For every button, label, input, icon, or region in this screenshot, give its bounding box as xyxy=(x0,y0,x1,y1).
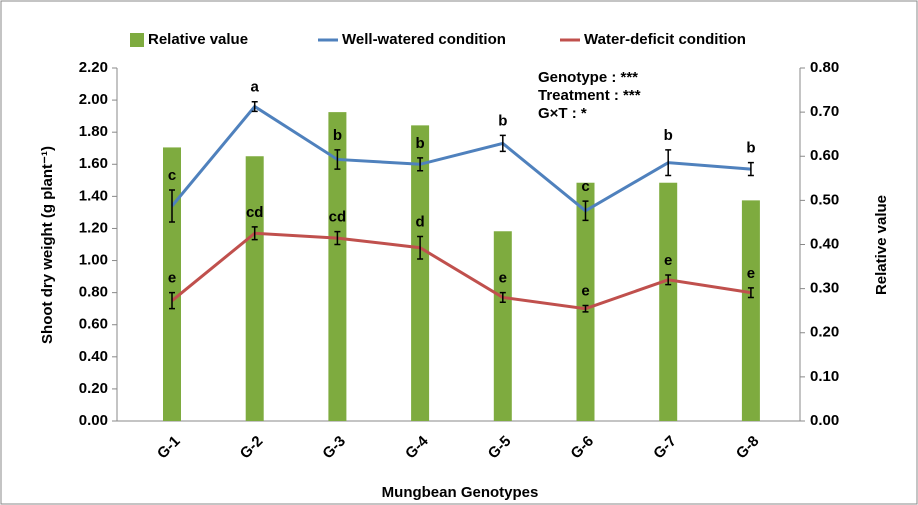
legend-label: Well-watered condition xyxy=(342,31,506,48)
y2-tick-label: 0.20 xyxy=(810,324,839,341)
y-tick-label: 1.40 xyxy=(79,187,108,204)
error-bar xyxy=(747,161,754,177)
y2-axis-label: Relative value xyxy=(873,195,890,295)
significance-label: b xyxy=(416,135,425,152)
bar xyxy=(328,112,347,421)
line xyxy=(170,104,752,213)
y2-tick-label: 0.50 xyxy=(810,191,839,208)
y-tick-label: 2.00 xyxy=(79,91,108,108)
error-bar xyxy=(499,291,506,304)
error-bar xyxy=(582,200,589,222)
error-bar xyxy=(665,149,672,177)
y2-tick-label: 0.60 xyxy=(810,147,839,164)
significance-label: c xyxy=(168,167,176,184)
significance-label: e xyxy=(747,265,755,282)
y-tick-label: 2.20 xyxy=(79,59,108,76)
error-bar xyxy=(665,274,672,286)
error-bar xyxy=(417,235,424,260)
legend-label: Water-deficit condition xyxy=(584,31,746,48)
error-bar xyxy=(169,189,175,223)
y-axis-label: Shoot dry weight (g plant⁻¹) xyxy=(39,146,56,344)
significance-label: b xyxy=(333,127,342,144)
error-bar xyxy=(499,134,506,153)
significance-label: b xyxy=(498,112,507,129)
significance-label: e xyxy=(664,252,672,269)
error-bar xyxy=(747,287,754,299)
y-tick-label: 1.80 xyxy=(79,123,108,140)
significance-label: c xyxy=(581,178,589,195)
y2-tick-label: 0.30 xyxy=(810,280,839,297)
error-bar xyxy=(417,157,424,172)
y-tick-label: 0.60 xyxy=(79,316,108,333)
error-bar xyxy=(334,149,341,170)
bar xyxy=(493,231,512,421)
y-tick-label: 0.40 xyxy=(79,348,108,365)
bar xyxy=(741,200,760,421)
y-tick-label: 0.80 xyxy=(79,284,108,301)
bar xyxy=(411,125,430,422)
y2-tick-label: 0.80 xyxy=(810,59,839,76)
y-tick-label: 1.00 xyxy=(79,252,108,269)
error-bar xyxy=(582,304,589,313)
y-tick-label: 0.00 xyxy=(79,412,108,429)
significance-label: b xyxy=(664,127,673,144)
significance-label: e xyxy=(581,282,589,299)
significance-label: cd xyxy=(329,209,347,226)
annotation: Treatment : *** xyxy=(538,87,641,104)
x-axis-label: Mungbean Genotypes xyxy=(382,484,539,501)
significance-label: cd xyxy=(246,204,264,221)
line xyxy=(171,231,752,311)
significance-label: b xyxy=(746,140,755,157)
bar xyxy=(659,182,678,421)
legend-swatch xyxy=(130,33,144,47)
significance-label: e xyxy=(499,270,507,287)
annotation: Genotype : *** xyxy=(538,69,638,86)
significance-label: a xyxy=(251,79,260,96)
error-bar xyxy=(251,100,258,113)
y2-tick-label: 0.00 xyxy=(810,412,839,429)
y2-tick-label: 0.70 xyxy=(810,103,839,120)
significance-label: d xyxy=(416,213,425,230)
significance-label: e xyxy=(168,270,176,287)
bar xyxy=(245,156,264,421)
y-tick-label: 0.20 xyxy=(79,380,108,397)
bar xyxy=(576,182,595,421)
y-tick-label: 1.20 xyxy=(79,219,108,236)
annotation: G×T : * xyxy=(538,105,587,122)
error-bar xyxy=(169,291,175,310)
error-bar xyxy=(334,230,341,246)
bar xyxy=(163,147,181,422)
y2-tick-label: 0.10 xyxy=(810,368,839,385)
legend-label: Relative value xyxy=(148,31,248,48)
y2-tick-label: 0.40 xyxy=(810,235,839,252)
y-tick-label: 1.60 xyxy=(79,155,108,172)
error-bar xyxy=(251,226,258,241)
